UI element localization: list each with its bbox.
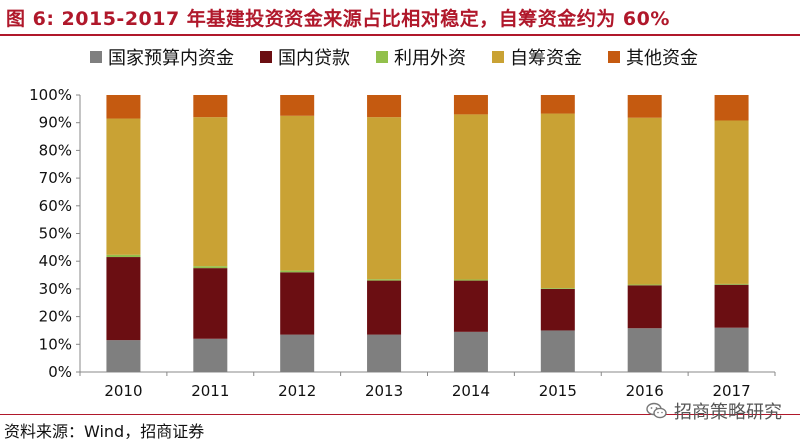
bar-segment [193, 95, 228, 118]
y-tick-label: 80% [39, 141, 72, 159]
bar-segment [367, 95, 402, 118]
page-title: 图 6: 2015-2017 年基建投资资金来源占比相对稳定，自筹资金约为 60… [6, 8, 670, 30]
bar-segment [453, 114, 488, 280]
bar-segment [627, 285, 662, 329]
legend-swatch-other [608, 51, 620, 63]
x-tick-label: 2010 [104, 382, 142, 400]
bar-segment [106, 118, 141, 255]
x-tick-label: 2014 [452, 382, 490, 400]
y-tick-label: 50% [39, 225, 72, 243]
bar-segment [453, 280, 488, 332]
bar-segment [540, 288, 575, 331]
bar-segment [106, 340, 141, 372]
bar-segment [367, 334, 402, 372]
bar-segment [453, 331, 488, 372]
bar-segment [714, 327, 749, 372]
legend-item-other: 其他资金 [608, 44, 698, 70]
y-tick-label: 10% [39, 335, 72, 353]
y-tick-label: 90% [39, 114, 72, 132]
y-tick-label: 70% [39, 169, 72, 187]
bar-segment [367, 280, 402, 335]
bar-segment [540, 113, 575, 289]
legend-swatch-foreign [376, 51, 388, 63]
source-note: 资料来源：Wind，招商证券 [4, 422, 205, 441]
x-tick-label: 2015 [539, 382, 577, 400]
bar-segment [453, 279, 488, 281]
bar-segment [367, 117, 402, 280]
bar-segment [280, 95, 315, 116]
legend-item-foreign: 利用外资 [376, 44, 466, 70]
y-tick-label: 30% [39, 280, 72, 298]
bar-segment [627, 328, 662, 372]
x-tick-label: 2013 [365, 382, 403, 400]
bar-segment [714, 120, 749, 284]
source-divider [0, 414, 800, 415]
y-tick-label: 100% [29, 86, 72, 104]
bar-segment [280, 334, 315, 372]
watermark-label: 招商策略研究 [674, 402, 782, 423]
bar-segment [367, 279, 402, 281]
bar-segment [714, 95, 749, 121]
bar-segment [714, 284, 749, 328]
legend-label-loans: 国内贷款 [278, 48, 350, 69]
legend-swatch-loans [260, 51, 272, 63]
chart-legend: 国家预算内资金 国内贷款 利用外资 自筹资金 其他资金 [90, 44, 698, 70]
bar-segment [627, 284, 662, 286]
legend-swatch-budget [90, 51, 102, 63]
bar-segment [540, 288, 575, 289]
y-tick-label: 20% [39, 308, 72, 326]
bar-segment [193, 268, 228, 339]
bar-segment [280, 270, 315, 273]
bar-segment [106, 254, 141, 258]
legend-item-budget: 国家预算内资金 [90, 44, 234, 70]
bar-segment [106, 257, 141, 341]
watermark: 招商策略研究 [646, 398, 782, 424]
bar-segment [627, 117, 662, 285]
x-tick-label: 2011 [191, 382, 229, 400]
legend-label-budget: 国家预算内资金 [108, 48, 234, 69]
x-tick-label: 2016 [626, 382, 664, 400]
legend-label-foreign: 利用外资 [394, 48, 466, 69]
bar-segment [540, 330, 575, 372]
bar-segment [453, 95, 488, 115]
x-tick-label: 2017 [712, 382, 750, 400]
bar-segment [280, 115, 315, 271]
wechat-icon [646, 402, 667, 419]
y-tick-label: 40% [39, 252, 72, 270]
bar-segment [714, 283, 749, 285]
legend-label-other: 其他资金 [626, 48, 698, 69]
legend-item-selfraised: 自筹资金 [492, 44, 582, 70]
bar-segment [540, 95, 575, 114]
y-tick-label: 0% [48, 363, 72, 381]
bar-segment [106, 95, 141, 119]
legend-label-selfraised: 自筹资金 [510, 48, 582, 69]
bar-segment [193, 338, 228, 372]
title-divider [0, 34, 800, 36]
legend-item-loans: 国内贷款 [260, 44, 350, 70]
bar-segment [280, 272, 315, 335]
y-tick-label: 60% [39, 197, 72, 215]
legend-swatch-selfraised [492, 51, 504, 63]
x-tick-label: 2012 [278, 382, 316, 400]
bar-segment [627, 95, 662, 118]
bar-segment [193, 266, 228, 269]
bar-segment [193, 117, 228, 267]
